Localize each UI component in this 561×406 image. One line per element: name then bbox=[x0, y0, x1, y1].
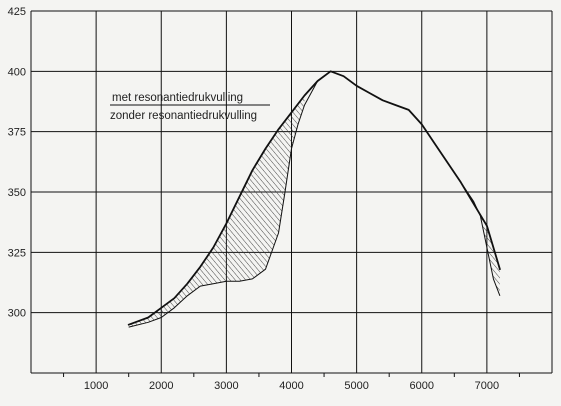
x-tick-label-3000: 3000 bbox=[214, 380, 238, 392]
difference-hatching bbox=[128, 95, 500, 328]
y-tick-label-375: 375 bbox=[8, 127, 26, 139]
series-line-met bbox=[127, 70, 501, 326]
y-tick-label-425: 425 bbox=[8, 6, 26, 18]
x-tick-label-2000: 2000 bbox=[149, 380, 173, 392]
legend: met resonantiedrukvulling zonder resonant… bbox=[110, 92, 270, 122]
x-tick-label-1000: 1000 bbox=[84, 380, 108, 392]
hatch-region-high-rpm bbox=[473, 201, 500, 296]
legend-label-zonder: zonder resonantiedrukvulling bbox=[110, 110, 257, 122]
tick-labels: 1000 2000 3000 4000 5000 6000 7000 300 325 350 375… bbox=[8, 6, 499, 392]
grid bbox=[30, 10, 553, 377]
hatch-region-low-rpm bbox=[128, 95, 305, 328]
y-tick-label-325: 325 bbox=[8, 247, 26, 259]
x-tick-label-6000: 6000 bbox=[410, 380, 434, 392]
y-tick-label-300: 300 bbox=[8, 308, 26, 320]
series-lines bbox=[127, 70, 501, 328]
legend-label-met: met resonantiedrukvulling bbox=[112, 92, 243, 104]
y-tick-label-400: 400 bbox=[8, 66, 26, 78]
y-tick-label-350: 350 bbox=[8, 187, 26, 199]
x-tick-label-7000: 7000 bbox=[475, 380, 499, 392]
x-tick-label-5000: 5000 bbox=[344, 380, 368, 392]
x-tick-label-4000: 4000 bbox=[279, 380, 303, 392]
